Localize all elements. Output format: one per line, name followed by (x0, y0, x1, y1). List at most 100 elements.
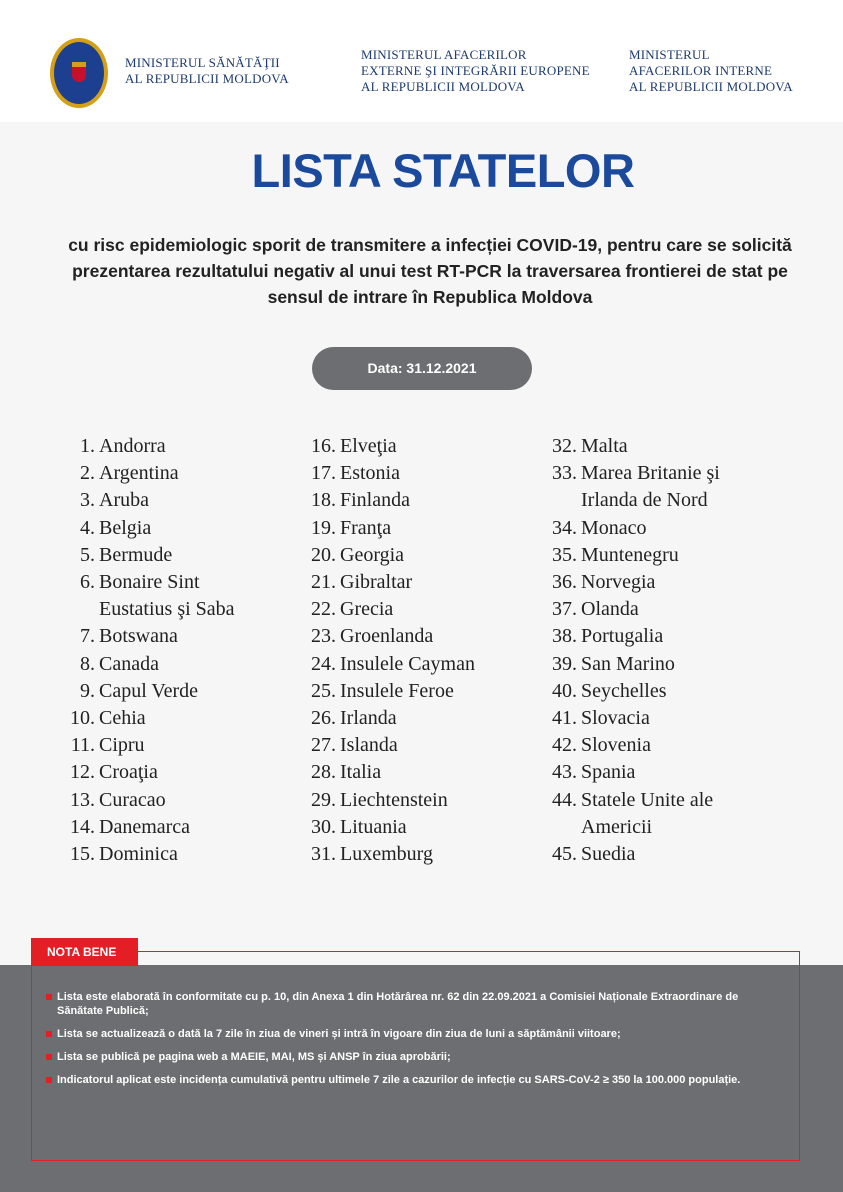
country-list-item: 2. Argentina (57, 460, 265, 487)
country-column-3: 32. Malta 33. Marea Britanie şi Irlanda de … (539, 433, 747, 868)
country-name: Grecia (340, 598, 394, 621)
item-number: 36. (552, 571, 577, 594)
country-name: Slovenia (581, 734, 651, 757)
country-name: Malta (581, 435, 628, 457)
ministry-line: MINISTERUL AFACERILOR (361, 47, 527, 62)
country-name: Cehia (99, 707, 146, 730)
country-name: Gibraltar (340, 571, 413, 594)
country-name: Insulele Cayman (340, 652, 475, 675)
note-item: Lista se actualizează o dată la 7 zile î… (46, 1027, 766, 1041)
item-number: 8. (80, 652, 95, 675)
item-number: 33. (552, 462, 577, 485)
item-number: 16. (311, 435, 336, 457)
nota-bene-list: Lista este elaborată în conformitate cu … (46, 990, 766, 1096)
country-name: Groenlanda (340, 625, 434, 648)
nota-bene-box (31, 951, 800, 1161)
country-name: Aruba (99, 489, 149, 512)
country-name: Georgia (340, 543, 405, 566)
nota-bene-label: NOTA BENE (31, 938, 138, 966)
country-list-item: 33. Marea Britanie şi Irlanda de Nord (539, 460, 747, 514)
country-list-item: 41. Slovacia (539, 705, 747, 732)
country-name: Italia (340, 761, 382, 784)
country-list-item: 14. Danemarca (57, 814, 265, 841)
country-name: Suedia (581, 843, 636, 866)
ministry-health: MINISTERUL SĂNĂTĂŢII AL REPUBLICII MOLDO… (125, 55, 289, 87)
country-list-item: 28. Italia (298, 759, 506, 786)
item-number: 24. (311, 652, 336, 675)
item-number: 37. (552, 598, 577, 621)
bullet-icon (46, 994, 52, 1000)
country-name: Islanda (340, 734, 398, 757)
country-list-item: 20. Georgia (298, 542, 506, 569)
ministry-line: AL REPUBLICII MOLDOVA (361, 79, 525, 94)
country-name: Monaco (581, 516, 647, 539)
country-list-item: 12. Croaţia (57, 759, 265, 786)
country-name: Bonaire Sint Eustatius şi Saba (99, 571, 235, 621)
country-name: Croaţia (99, 761, 158, 784)
country-list-item: 40. Seychelles (539, 678, 747, 705)
header: MINISTERUL SĂNĂTĂŢII AL REPUBLICII MOLDO… (0, 0, 843, 122)
item-number: 28. (311, 761, 336, 784)
country-list-item: 27. Islanda (298, 732, 506, 759)
item-number: 1. (80, 435, 95, 457)
item-number: 23. (311, 625, 336, 648)
country-list-item: 31. Luxemburg (298, 841, 506, 868)
note-item: Lista este elaborată în conformitate cu … (46, 990, 766, 1018)
country-list-item: 8. Canada (57, 651, 265, 678)
country-column-1: 1. Andorra 2. Argentina 3. Aruba 4. Belgia 5. Ber… (57, 433, 265, 868)
country-name: Liechtenstein (340, 788, 448, 811)
country-list-item: 6. Bonaire Sint Eustatius şi Saba (57, 569, 265, 623)
item-number: 35. (552, 543, 577, 566)
country-column-2: 16. Elveţia 17. Estonia 18. Finlanda 19. Franţa… (298, 433, 506, 868)
country-name: Irlanda (340, 707, 397, 730)
country-list-item: 3. Aruba (57, 487, 265, 514)
country-list-item: 11. Cipru (57, 732, 265, 759)
country-name: Estonia (340, 462, 400, 485)
country-list-item: 42. Slovenia (539, 732, 747, 759)
ministry-line: AL REPUBLICII MOLDOVA (125, 71, 289, 86)
item-number: 12. (70, 761, 95, 784)
country-list-item: 19. Franţa (298, 515, 506, 542)
item-number: 42. (552, 734, 577, 757)
country-name: Luxemburg (340, 843, 433, 866)
item-number: 26. (311, 707, 336, 730)
country-name: Capul Verde (99, 679, 199, 702)
country-list-item: 21. Gibraltar (298, 569, 506, 596)
note-item: Indicatorul aplicat este incidența cumul… (46, 1073, 766, 1087)
item-number: 39. (552, 652, 577, 675)
country-list-item: 32. Malta (539, 433, 747, 460)
note-text: Lista este elaborată în conformitate cu … (57, 991, 739, 1017)
country-list-item: 38. Portugalia (539, 623, 747, 650)
ministry-line: AL REPUBLICII MOLDOVA (629, 79, 793, 94)
country-list-item: 17. Estonia (298, 460, 506, 487)
country-list-item: 29. Liechtenstein (298, 787, 506, 814)
country-name: Norvegia (581, 571, 656, 594)
item-number: 18. (311, 489, 336, 512)
note-text: Lista se actualizează o dată la 7 zile î… (57, 1028, 621, 1040)
item-number: 6. (80, 571, 95, 594)
ministry-internal-affairs: MINISTERUL AFACERILOR INTERNE AL REPUBLI… (629, 47, 793, 95)
item-number: 15. (70, 843, 95, 866)
item-number: 11. (70, 734, 95, 757)
country-name: Andorra (99, 435, 166, 457)
country-name: Belgia (99, 516, 152, 539)
country-list-item: 44. Statele Unite ale Americii (539, 787, 747, 841)
country-list-item: 43. Spania (539, 759, 747, 786)
country-name: Lituania (340, 815, 407, 838)
item-number: 38. (552, 625, 577, 648)
ministry-foreign-affairs: MINISTERUL AFACERILOR EXTERNE ŞI INTEGRĂ… (361, 47, 590, 95)
country-name: Curacao (99, 788, 166, 811)
item-number: 3. (80, 489, 95, 512)
country-name: Portugalia (581, 625, 664, 648)
country-list-item: 1. Andorra (57, 433, 265, 460)
item-number: 30. (311, 815, 336, 838)
item-number: 21. (311, 571, 336, 594)
footer-band (0, 965, 843, 1192)
country-list-item: 4. Belgia (57, 515, 265, 542)
government-emblem-icon (50, 38, 108, 108)
item-number: 13. (70, 788, 95, 811)
ministry-line: AFACERILOR INTERNE (629, 63, 773, 78)
country-name: Bermude (99, 543, 173, 566)
note-text: Lista se publică pe pagina web a MAEIE, … (57, 1051, 451, 1063)
country-list-item: 22. Grecia (298, 596, 506, 623)
